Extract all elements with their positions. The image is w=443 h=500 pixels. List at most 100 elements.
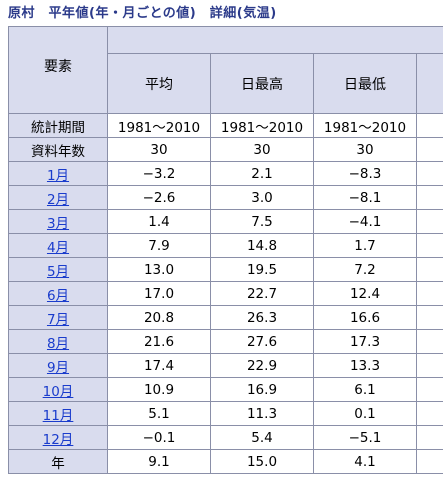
row-header[interactable]: 12月 <box>8 425 108 450</box>
year-row: 年 9.1 15.0 4.1 <box>8 449 443 474</box>
table-cell: 5.4 <box>210 425 314 450</box>
table-cell-cutoff <box>416 449 443 474</box>
month-row: 3月 1.4 7.5 −4.1 <box>8 209 443 234</box>
meta-row: 資料年数 30 30 30 <box>8 137 443 162</box>
month-link[interactable]: 5月 <box>46 263 70 280</box>
month-row: 9月 17.4 22.9 13.3 <box>8 353 443 378</box>
month-row: 4月 7.9 14.8 1.7 <box>8 233 443 258</box>
table-cell: 13.3 <box>313 353 417 378</box>
table-cell: 20.8 <box>107 305 211 330</box>
month-link[interactable]: 10月 <box>42 383 74 400</box>
normals-table-container: 要素 平均 日最高 日最低 統計期間 1981～2010 1981～2010 1981… <box>8 26 443 500</box>
month-link[interactable]: 8月 <box>46 335 70 352</box>
table-cell: 6.1 <box>313 377 417 402</box>
month-link[interactable]: 11月 <box>42 407 74 424</box>
normals-table: 要素 平均 日最高 日最低 統計期間 1981～2010 1981～2010 1981… <box>8 26 443 474</box>
table-cell: 7.5 <box>210 209 314 234</box>
column-header-row: 平均 日最高 日最低 <box>9 53 443 114</box>
table-cell: 27.6 <box>210 329 314 354</box>
table-cell: 5.1 <box>107 401 211 426</box>
table-cell: 16.6 <box>313 305 417 330</box>
element-header: 要素 <box>8 26 108 114</box>
row-header[interactable]: 9月 <box>8 353 108 378</box>
meta-row: 統計期間 1981～2010 1981～2010 1981～2010 <box>8 113 443 138</box>
month-row: 10月 10.9 16.9 6.1 <box>8 377 443 402</box>
table-cell: 22.7 <box>210 281 314 306</box>
row-header[interactable]: 1月 <box>8 161 108 186</box>
header-group-row: 要素 <box>8 26 443 114</box>
table-cell: −3.2 <box>107 161 211 186</box>
row-header: 資料年数 <box>8 137 108 162</box>
month-link[interactable]: 9月 <box>46 359 70 376</box>
row-header[interactable]: 6月 <box>8 281 108 306</box>
table-cell-cutoff <box>416 281 443 306</box>
column-header-cutoff <box>416 53 443 114</box>
table-cell-cutoff <box>416 209 443 234</box>
table-cell: 26.3 <box>210 305 314 330</box>
month-row: 11月 5.1 11.3 0.1 <box>8 401 443 426</box>
table-cell: 13.0 <box>107 257 211 282</box>
table-cell: −8.1 <box>313 185 417 210</box>
month-link[interactable]: 1月 <box>46 167 70 184</box>
table-cell-cutoff <box>416 161 443 186</box>
table-cell: 17.3 <box>313 329 417 354</box>
table-cell: 12.4 <box>313 281 417 306</box>
month-link[interactable]: 6月 <box>46 287 70 304</box>
month-row: 7月 20.8 26.3 16.6 <box>8 305 443 330</box>
table-cell-cutoff <box>416 401 443 426</box>
month-link[interactable]: 12月 <box>42 431 74 448</box>
table-cell: 14.8 <box>210 233 314 258</box>
table-cell-cutoff <box>416 425 443 450</box>
table-cell: 19.5 <box>210 257 314 282</box>
table-cell: 15.0 <box>210 449 314 474</box>
month-link[interactable]: 3月 <box>46 215 70 232</box>
row-header[interactable]: 4月 <box>8 233 108 258</box>
table-cell: 3.0 <box>210 185 314 210</box>
column-header-daily-min: 日最低 <box>313 53 417 114</box>
table-cell-cutoff <box>416 233 443 258</box>
table-cell: 9.1 <box>107 449 211 474</box>
column-header-mean: 平均 <box>107 53 211 114</box>
row-header[interactable]: 2月 <box>8 185 108 210</box>
row-header: 統計期間 <box>8 113 108 138</box>
column-group-header <box>107 26 443 54</box>
month-row: 12月 −0.1 5.4 −5.1 <box>8 425 443 450</box>
month-row: 2月 −2.6 3.0 −8.1 <box>8 185 443 210</box>
table-cell: 10.9 <box>107 377 211 402</box>
row-header[interactable]: 8月 <box>8 329 108 354</box>
table-cell: −8.3 <box>313 161 417 186</box>
table-cell: −5.1 <box>313 425 417 450</box>
row-header[interactable]: 5月 <box>8 257 108 282</box>
table-cell: 17.0 <box>107 281 211 306</box>
month-link[interactable]: 7月 <box>46 311 70 328</box>
table-cell: −2.6 <box>107 185 211 210</box>
table-cell-cutoff <box>416 257 443 282</box>
row-header[interactable]: 10月 <box>8 377 108 402</box>
row-header[interactable]: 7月 <box>8 305 108 330</box>
table-cell-cutoff <box>416 113 443 138</box>
table-cell: 1981～2010 <box>210 113 314 138</box>
table-body: 統計期間 1981～2010 1981～2010 1981～2010 資料年数 30 30 3… <box>8 113 443 474</box>
table-cell: 30 <box>313 137 417 162</box>
month-row: 5月 13.0 19.5 7.2 <box>8 257 443 282</box>
table-cell-cutoff <box>416 353 443 378</box>
month-link[interactable]: 2月 <box>46 191 70 208</box>
row-header: 年 <box>8 449 108 474</box>
table-cell: 1981～2010 <box>107 113 211 138</box>
table-cell-cutoff <box>416 377 443 402</box>
page-title: 原村 平年値(年・月ごとの値) 詳細(気温) <box>8 6 277 21</box>
month-row: 8月 21.6 27.6 17.3 <box>8 329 443 354</box>
table-cell: −0.1 <box>107 425 211 450</box>
month-link[interactable]: 4月 <box>46 239 70 256</box>
row-header[interactable]: 3月 <box>8 209 108 234</box>
row-header[interactable]: 11月 <box>8 401 108 426</box>
table-cell: 16.9 <box>210 377 314 402</box>
column-header-daily-max: 日最高 <box>210 53 314 114</box>
table-cell-cutoff <box>416 329 443 354</box>
table-cell: 0.1 <box>313 401 417 426</box>
table-cell: 30 <box>107 137 211 162</box>
table-cell: 11.3 <box>210 401 314 426</box>
table-cell: 1.7 <box>313 233 417 258</box>
month-row: 1月 −3.2 2.1 −8.3 <box>8 161 443 186</box>
table-cell: 21.6 <box>107 329 211 354</box>
